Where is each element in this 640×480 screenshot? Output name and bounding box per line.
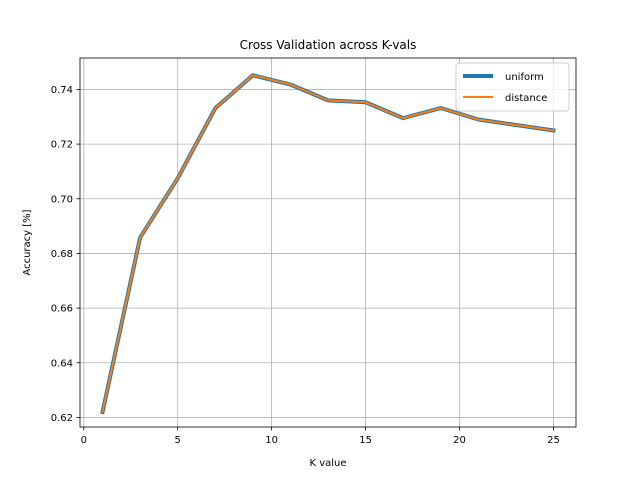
series-lines: [100, 73, 556, 415]
grid: [80, 58, 576, 427]
y-tick-label: 0.66: [51, 304, 73, 315]
series-line-distance: [101, 74, 555, 414]
x-tick-label: 0: [81, 435, 87, 446]
x-tick-label: 5: [175, 435, 181, 446]
y-tick-label: 0.64: [51, 358, 73, 369]
y-tick-label: 0.68: [51, 249, 73, 260]
y-tick-label: 0.62: [51, 413, 73, 424]
x-tick-label: 10: [265, 435, 278, 446]
x-tick-label: 20: [453, 435, 466, 446]
legend-label-uniform: uniform: [505, 72, 544, 83]
axis-ticks: 0 5 10 15 20 25 0.62 0.64 0.66 0.68 0.70 0.72 0.74: [51, 85, 560, 446]
y-tick-label: 0.72: [51, 140, 73, 151]
y-axis-label: Accuracy [%]: [22, 209, 33, 275]
legend-label-distance: distance: [505, 93, 547, 104]
y-tick-label: 0.74: [51, 85, 73, 96]
chart-title: Cross Validation across K-vals: [240, 38, 417, 52]
x-tick-label: 15: [359, 435, 372, 446]
legend: uniform distance: [455, 62, 570, 112]
x-tick-label: 25: [547, 435, 560, 446]
plot-frame: [79, 57, 577, 428]
y-tick-label: 0.70: [51, 194, 73, 205]
x-axis-label: K value: [309, 458, 346, 469]
